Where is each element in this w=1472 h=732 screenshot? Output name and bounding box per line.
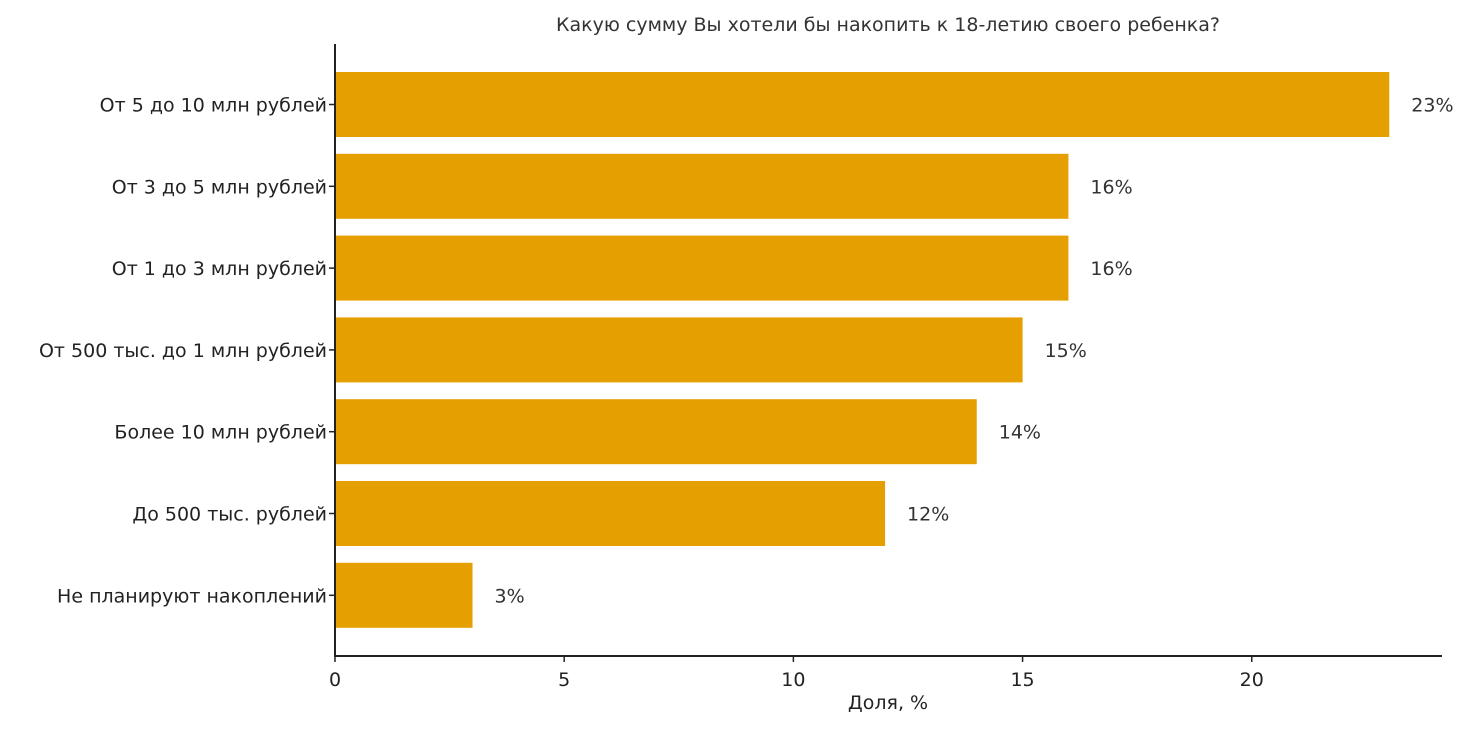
y-tick-label: До 500 тыс. рублей xyxy=(132,504,327,526)
bar xyxy=(335,562,473,628)
x-tick-label: 5 xyxy=(558,669,570,691)
y-tick-label: От 500 тыс. до 1 млн рублей xyxy=(39,340,327,362)
bar xyxy=(335,72,1390,137)
x-tick-label: 0 xyxy=(329,669,341,691)
data-label: 12% xyxy=(907,504,949,526)
y-tick-label: Более 10 млн рублей xyxy=(114,422,327,444)
bar xyxy=(335,153,1069,219)
y-tick-label: Не планируют накоплений xyxy=(57,585,327,607)
data-label: 23% xyxy=(1411,95,1453,117)
bar xyxy=(335,481,886,546)
chart-title: Какую сумму Вы хотели бы накопить к 18-л… xyxy=(556,14,1220,36)
y-tick-label: От 1 до 3 млн рублей xyxy=(112,258,327,280)
bar xyxy=(335,317,1023,383)
bar xyxy=(335,235,1069,301)
data-label: 14% xyxy=(999,422,1041,444)
bar xyxy=(335,399,977,465)
x-tick-label: 10 xyxy=(781,669,805,691)
data-label: 16% xyxy=(1090,258,1132,280)
y-tick-label: От 3 до 5 млн рублей xyxy=(112,176,327,198)
data-label: 15% xyxy=(1045,340,1087,362)
data-label: 3% xyxy=(495,585,525,607)
x-axis-label: Доля, % xyxy=(848,692,928,714)
data-label: 16% xyxy=(1090,176,1132,198)
x-tick-label: 20 xyxy=(1240,669,1264,691)
y-tick-label: От 5 до 10 млн рублей xyxy=(100,95,327,117)
x-tick-label: 15 xyxy=(1010,669,1034,691)
